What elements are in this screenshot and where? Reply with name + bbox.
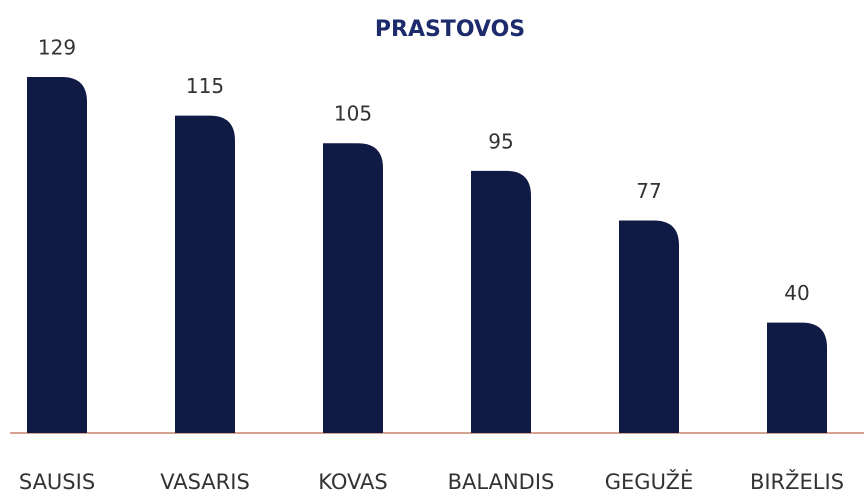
bar xyxy=(27,77,87,433)
x-tick-label: SAUSIS xyxy=(19,470,95,494)
chart-title: PRASTOVOS xyxy=(375,17,525,42)
x-tick-label: KOVAS xyxy=(318,470,388,494)
bar xyxy=(471,170,531,433)
bar xyxy=(619,220,679,433)
x-tick-label: BIRŽELIS xyxy=(750,469,844,494)
value-label: 40 xyxy=(784,281,809,305)
value-label: 129 xyxy=(38,36,76,60)
bar xyxy=(323,143,383,434)
bar xyxy=(767,322,827,433)
value-label: 115 xyxy=(186,74,224,98)
x-tick-label: GEGUŽĖ xyxy=(605,469,693,494)
bar xyxy=(175,115,235,434)
value-label: 77 xyxy=(636,179,661,203)
x-tick-label: VASARIS xyxy=(160,470,250,494)
value-label: 105 xyxy=(334,102,372,126)
x-tick-label: BALANDIS xyxy=(448,470,555,494)
value-label: 95 xyxy=(488,129,513,153)
